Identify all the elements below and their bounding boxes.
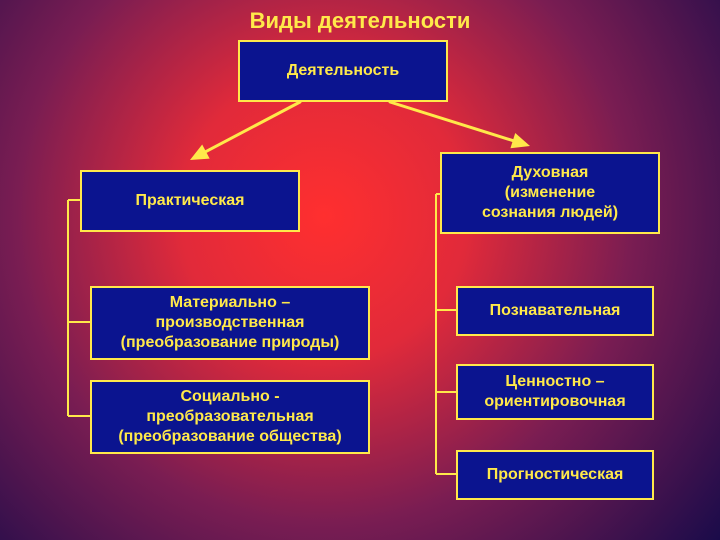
node-root: Деятельность [238, 40, 448, 102]
node-cognitive: Познавательная [456, 286, 654, 336]
node-prognostic: Прогностическая [456, 450, 654, 500]
diagram-title: Виды деятельности [200, 8, 520, 36]
node-practical: Практическая [80, 170, 300, 232]
node-spiritual: Духовная(изменениесознания людей) [440, 152, 660, 234]
node-social-transform: Социально -преобразовательная(преобразов… [90, 380, 370, 454]
node-value-orient: Ценностно –ориентировочная [456, 364, 654, 420]
diagram-stage: Виды деятельности Деятельность Практичес… [0, 0, 720, 540]
node-material-prod: Материально –производственная(преобразов… [90, 286, 370, 360]
